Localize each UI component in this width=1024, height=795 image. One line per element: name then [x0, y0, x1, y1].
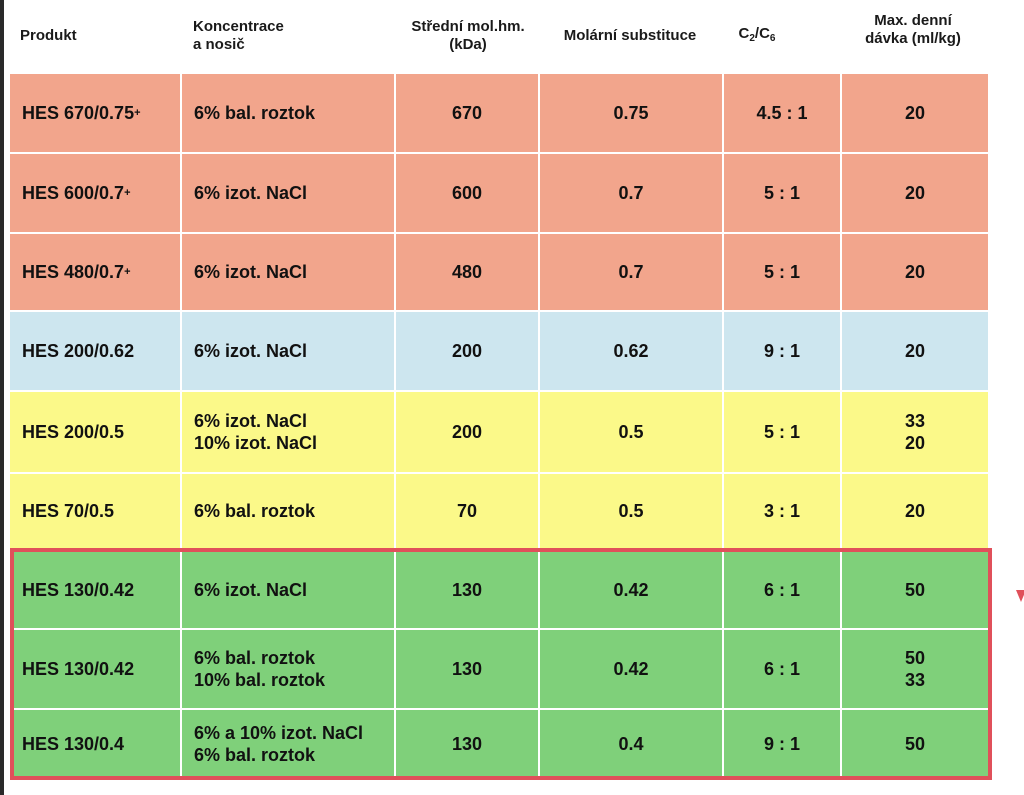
- table-row: HES 670/0.75 + 6% bal. roztok 670 0.75 4.…: [10, 74, 988, 154]
- cell-max-davka: 20: [904, 341, 926, 361]
- header-max-denni-davka: Max. denní dávka (ml/kg): [865, 12, 961, 47]
- header-produkt: Produkt: [20, 27, 77, 44]
- cell-produkt: HES 130/0.42: [10, 630, 182, 708]
- header-c2-c6: C2/C6: [738, 24, 776, 44]
- cell-koncentrace: 6% izot. NaCl: [182, 552, 396, 628]
- cell-mol-hm: 600: [396, 154, 540, 232]
- cell-mol-hm: 130: [396, 710, 540, 778]
- table-row: HES 480/0.7 + 6% izot. NaCl 480 0.7 5 : 1…: [10, 234, 988, 312]
- cell-substituce: 0.7: [540, 154, 724, 232]
- cell-substituce: 0.62: [540, 312, 724, 390]
- cell-c2-c6: 6 : 1: [724, 630, 842, 708]
- cell-koncentrace: 6% bal. roztok 10% bal. roztok: [182, 630, 396, 708]
- cell-max-davka: 20: [904, 262, 926, 282]
- cell-mol-hm: 130: [396, 630, 540, 708]
- cell-substituce: 0.5: [540, 474, 724, 548]
- cell-produkt: HES 130/0.4: [10, 710, 182, 778]
- cell-max-davka: 50 33: [904, 648, 926, 690]
- cell-c2-c6: 9 : 1: [724, 312, 842, 390]
- cell-produkt: HES 200/0.62: [10, 312, 182, 390]
- cell-produkt: HES 70/0.5: [10, 474, 182, 548]
- cell-max-davka: 20: [904, 501, 926, 521]
- cell-substituce: 0.7: [540, 234, 724, 310]
- table-row: HES 200/0.62 6% izot. NaCl 200 0.62 9 : …: [10, 312, 988, 392]
- cell-produkt: HES 600/0.7 +: [10, 154, 182, 232]
- table-row: HES 600/0.7 + 6% izot. NaCl 600 0.7 5 : 1…: [10, 154, 988, 234]
- table-row: HES 70/0.5 6% bal. roztok 70 0.5 3 : 1 2…: [10, 474, 988, 550]
- cell-mol-hm: 70: [396, 474, 540, 548]
- cell-mol-hm: 130: [396, 552, 540, 628]
- cell-max-davka: 50: [904, 734, 926, 754]
- red-arrow-marker: [1016, 590, 1024, 602]
- cell-c2-c6: 6 : 1: [724, 552, 842, 628]
- cell-substituce: 0.42: [540, 552, 724, 628]
- cell-max-davka: 20: [904, 103, 926, 123]
- cell-max-davka: 20: [904, 183, 926, 203]
- cell-koncentrace: 6% izot. NaCl: [182, 312, 396, 390]
- cell-mol-hm: 670: [396, 74, 540, 152]
- cell-mol-hm: 480: [396, 234, 540, 310]
- table-row: HES 130/0.42 6% izot. NaCl 130 0.42 6 : …: [10, 552, 988, 630]
- cell-substituce: 0.42: [540, 630, 724, 708]
- cell-produkt: HES 670/0.75 +: [10, 74, 182, 152]
- cell-koncentrace: 6% bal. roztok: [182, 74, 396, 152]
- cell-c2-c6: 3 : 1: [724, 474, 842, 548]
- header-koncentrace: Koncentrace a nosič: [193, 18, 284, 53]
- table-row: HES 130/0.4 6% a 10% izot. NaCl 6% bal. …: [10, 710, 988, 778]
- cell-max-davka: 50: [904, 580, 926, 600]
- cell-substituce: 0.4: [540, 710, 724, 778]
- cell-mol-hm: 200: [396, 392, 540, 472]
- cell-c2-c6: 5 : 1: [724, 392, 842, 472]
- scan-left-edge: [0, 0, 4, 795]
- cell-koncentrace: 6% izot. NaCl: [182, 154, 396, 232]
- cell-c2-c6: 4.5 : 1: [724, 74, 842, 152]
- header-mol-hm: Střední mol.hm. (kDa): [411, 18, 525, 53]
- cell-koncentrace: 6% izot. NaCl: [182, 234, 396, 310]
- table-row: HES 200/0.5 6% izot. NaCl 10% izot. NaCl…: [10, 392, 988, 474]
- cell-substituce: 0.5: [540, 392, 724, 472]
- cell-c2-c6: 5 : 1: [724, 154, 842, 232]
- cell-c2-c6: 9 : 1: [724, 710, 842, 778]
- cell-substituce: 0.75: [540, 74, 724, 152]
- cell-mol-hm: 200: [396, 312, 540, 390]
- cell-produkt: HES 480/0.7 +: [10, 234, 182, 310]
- cell-koncentrace: 6% bal. roztok: [182, 474, 396, 548]
- cell-c2-c6: 5 : 1: [724, 234, 842, 310]
- cell-koncentrace: 6% izot. NaCl 10% izot. NaCl: [182, 392, 396, 472]
- cell-koncentrace: 6% a 10% izot. NaCl 6% bal. roztok: [182, 710, 396, 778]
- header-molarni-substituce: Molární substituce: [563, 27, 697, 44]
- table-row: HES 130/0.42 6% bal. roztok 10% bal. roz…: [10, 630, 988, 710]
- cell-produkt: HES 130/0.42: [10, 552, 182, 628]
- cell-max-davka: 33 20: [904, 411, 926, 453]
- cell-produkt: HES 200/0.5: [10, 392, 182, 472]
